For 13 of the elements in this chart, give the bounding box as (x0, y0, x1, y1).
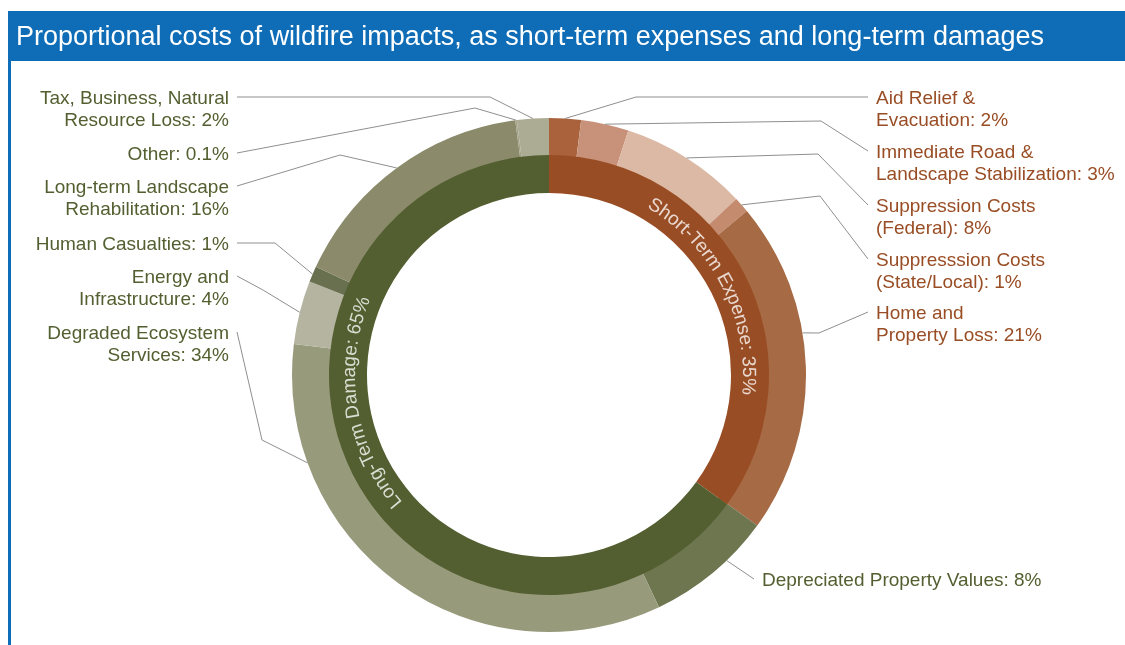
slice-label: Human Casualties: 1% (35, 233, 230, 254)
slice-label: Aid Relief & Evacuation: 2% (876, 87, 1009, 130)
slice-label: Tax, Business, Natural Resource Loss: 2% (39, 87, 230, 130)
slice-label: Degraded Ecosystem Services: 34% (47, 322, 230, 365)
slice-label: Energy and Infrastructure: 4% (79, 266, 230, 309)
slice-label: Suppression Costs (Federal): 8% (876, 195, 1036, 238)
slice-label: Other: 0.1% (127, 143, 230, 164)
slice-label: Suppresssion Costs (State/Local): 1% (876, 249, 1045, 292)
slice-label: Home and Property Loss: 21% (876, 302, 1042, 345)
slice-label: Immediate Road & Landscape Stabilization: 3% (876, 141, 1115, 184)
chart-title: Proportional costs of wildfire impacts, as short-term expenses and long-term damages (16, 21, 1044, 51)
slice-label: Depreciated Property Values: 8% (762, 569, 1042, 590)
slice-label: Long-term Landscape Rehabilitation: 16% (44, 176, 230, 219)
